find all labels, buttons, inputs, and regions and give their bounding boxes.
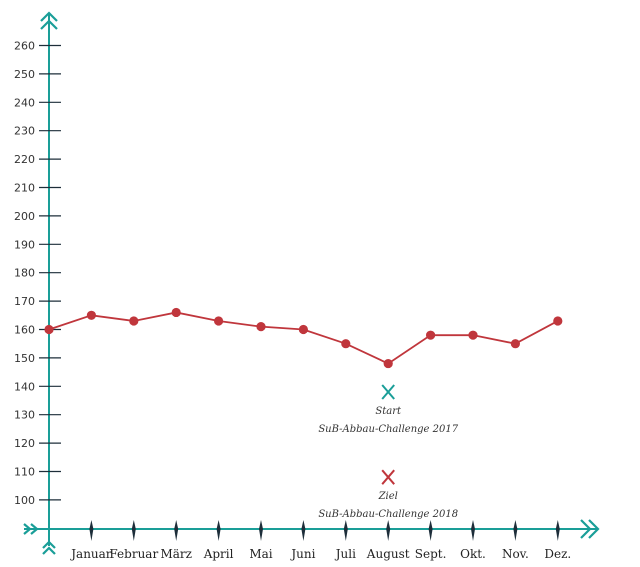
- data-point: [86, 310, 96, 320]
- y-tick-label: 160: [14, 324, 35, 337]
- y-tick-label: 110: [14, 466, 35, 479]
- x-tick-mark: [386, 520, 391, 529]
- data-point: [341, 339, 351, 349]
- axes: [23, 11, 600, 555]
- x-tick-label: April: [203, 547, 234, 561]
- data-point: [44, 324, 54, 335]
- y-tick-label: 260: [14, 40, 35, 53]
- x-axis-tail-chevron: [30, 523, 39, 535]
- x-tick-mark: [174, 520, 179, 529]
- y-axis-tail-chevron: [42, 540, 56, 549]
- y-tick-label: 100: [14, 494, 35, 507]
- x-tick-label: August: [366, 547, 410, 561]
- x-tick-mark: [301, 520, 306, 529]
- y-tick-label: 130: [14, 409, 35, 422]
- y-tick-label: 140: [14, 380, 35, 393]
- data-point: [468, 330, 478, 340]
- x-tick-label: Okt.: [460, 547, 486, 561]
- x-tick-mark: [131, 529, 136, 541]
- data-point: [256, 322, 266, 332]
- annotation-label: SuB-Abbau-Challenge 2017: [318, 424, 458, 435]
- x-tick-mark: [428, 529, 433, 541]
- y-tick-label: 150: [14, 352, 35, 365]
- data-point: [383, 358, 393, 369]
- y-tick-label: 120: [14, 437, 35, 450]
- x-tick-label: Februar: [109, 547, 158, 561]
- x-tick-label: Nov.: [502, 547, 529, 561]
- y-tick-label: 170: [14, 295, 35, 308]
- annotations: Start SuB-Abbau-Challenge 2017 Ziel SuB-Abb…: [318, 384, 459, 520]
- x-tick-label: Januar: [69, 547, 112, 561]
- x-tick-label: Juli: [334, 547, 356, 561]
- data-point: [298, 324, 308, 335]
- x-tick-label: Mai: [249, 547, 272, 561]
- y-tick-label: 240: [14, 96, 35, 109]
- y-tick-label: 200: [14, 210, 35, 223]
- x-tick-mark: [216, 520, 221, 529]
- y-axis-tail-chevron: [42, 546, 56, 555]
- y-tick-label: 190: [14, 238, 35, 251]
- x-tick-mark: [89, 529, 94, 541]
- y-axis-ticks: 100 110 120 130 140 150 160 170 180 190 200 210 220 2…: [14, 40, 61, 507]
- y-tick-label: 210: [14, 182, 35, 195]
- y-axis-arrow-chevron: [40, 11, 58, 22]
- x-tick-mark: [428, 520, 433, 529]
- data-point: [214, 316, 224, 326]
- x-tick-mark: [343, 529, 348, 541]
- x-tick-mark: [131, 520, 136, 529]
- annotation-label: Ziel: [378, 491, 398, 502]
- x-axis-arrow-chevron: [580, 519, 592, 539]
- annotation-x-marker: [381, 469, 395, 485]
- x-tick-mark: [471, 520, 475, 529]
- data-point: [129, 316, 139, 326]
- data-point: [553, 316, 563, 326]
- y-tick-label: 180: [14, 267, 35, 280]
- x-tick-label: März: [160, 547, 192, 561]
- x-tick-mark: [555, 520, 560, 529]
- y-axis-arrow-chevron: [40, 19, 58, 30]
- x-tick-label: Juni: [289, 547, 315, 561]
- x-axis-arrow-chevron: [588, 519, 600, 539]
- x-tick-mark: [216, 529, 221, 541]
- x-tick-mark: [513, 529, 518, 541]
- x-tick-mark: [259, 529, 263, 541]
- x-tick-mark: [555, 529, 560, 541]
- y-tick-label: 230: [14, 125, 35, 138]
- x-tick-mark: [89, 520, 94, 529]
- x-tick-label: Sept.: [415, 547, 447, 561]
- annotation-label: SuB-Abbau-Challenge 2018: [318, 509, 458, 520]
- y-tick-label: 220: [14, 153, 35, 166]
- x-tick-label: Dez.: [544, 547, 571, 561]
- x-tick-mark: [174, 529, 179, 541]
- series-line: [48, 311, 559, 365]
- y-tick-label: 250: [14, 68, 35, 81]
- x-tick-mark: [259, 520, 263, 529]
- x-tick-mark: [513, 520, 518, 529]
- x-tick-mark: [471, 529, 475, 541]
- data-point: [426, 330, 436, 340]
- data-point: [510, 339, 520, 349]
- x-tick-mark: [343, 520, 348, 529]
- series-group: [44, 307, 563, 369]
- x-tick-mark: [301, 529, 306, 541]
- x-tick-mark: [386, 529, 391, 541]
- data-point: [171, 307, 181, 318]
- annotation-label: Start: [375, 406, 402, 417]
- x-axis-tail-chevron: [23, 523, 32, 535]
- annotation-x-marker: [381, 384, 395, 400]
